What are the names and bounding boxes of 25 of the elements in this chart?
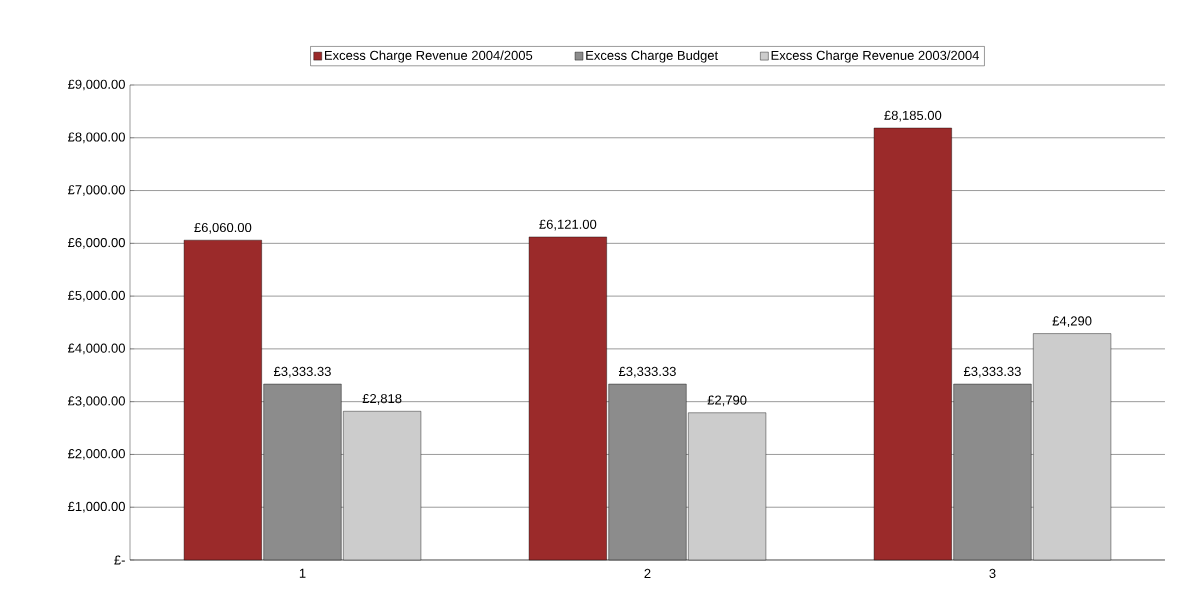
y-tick-label: £4,000.00 xyxy=(67,343,125,355)
data-label: £8,185.00 xyxy=(884,110,942,122)
y-tick-label: £1,000.00 xyxy=(67,501,125,513)
y-tick-label: £5,000.00 xyxy=(67,290,125,302)
y-tick-label: £- xyxy=(114,555,125,565)
y-tick-label: £9,000.00 xyxy=(67,79,125,91)
data-label: £3,333.33 xyxy=(963,366,1021,378)
x-tick-label: 1 xyxy=(299,568,306,578)
data-label: £6,121.00 xyxy=(539,219,597,231)
data-label: £3,333.33 xyxy=(273,366,331,378)
y-tick-label: £3,000.00 xyxy=(67,396,125,408)
legend-label: Excess Charge Budget xyxy=(586,50,719,63)
x-tick-label: 3 xyxy=(989,568,996,578)
data-label: £3,333.33 xyxy=(618,366,676,378)
x-tick-label: 2 xyxy=(644,568,651,578)
y-tick-label: £7,000.00 xyxy=(67,185,125,196)
y-tick-label: £2,000.00 xyxy=(67,449,125,460)
legend-label: Excess Charge Revenue 2003/2004 xyxy=(771,50,980,63)
y-tick-label: £8,000.00 xyxy=(67,132,125,144)
data-label: £2,790 xyxy=(707,395,747,407)
data-label: £6,060.00 xyxy=(194,222,252,234)
legend-label: Excess Charge Revenue 2004/2005 xyxy=(325,50,533,63)
data-label: £2,818 xyxy=(362,393,402,405)
y-tick-label: £6,000.00 xyxy=(67,237,125,249)
data-label: £4,290 xyxy=(1052,316,1092,328)
